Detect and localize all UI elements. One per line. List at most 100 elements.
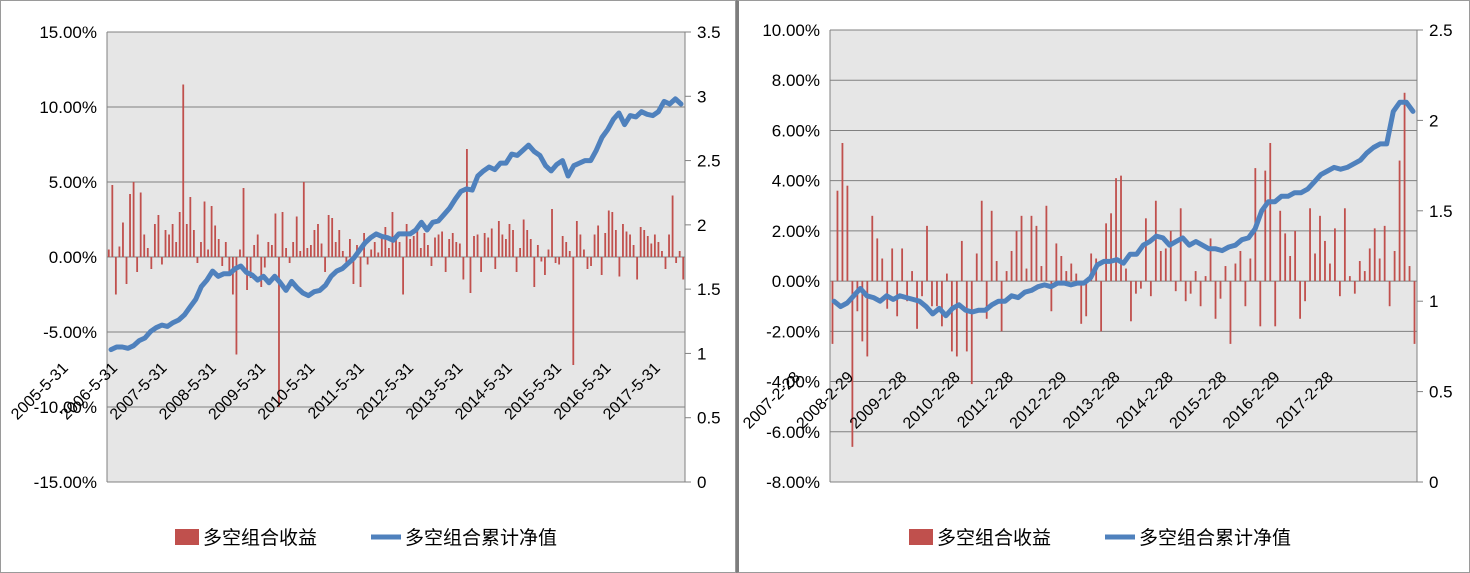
c1-bar [1274,281,1277,327]
c1-bar [901,248,904,282]
c1-bar [1075,273,1078,282]
c0-bar [593,234,596,257]
c0-bar [501,234,504,257]
c0-y-right-tick: 3.5 [697,23,721,42]
c1-bar [1219,281,1222,299]
c0-y-right-tick: 0.5 [697,409,721,428]
c0-bar [164,230,167,257]
c1-bar [975,253,978,282]
c1-y-left-tick: -6.00% [766,423,820,442]
c1-y-right-tick: 2 [1429,111,1438,130]
c0-bar [139,192,142,257]
c1-bar [1135,281,1137,294]
c0-bar [146,248,149,257]
c0-bar [618,257,621,277]
c0-bar [313,230,316,257]
c0-bar [657,242,660,257]
c1-bar [1373,228,1376,282]
c0-y-left-tick: 0.00% [49,248,97,267]
c0-bar [221,257,224,266]
c0-legend: 多空组合收益 多空组合累计净值 [175,527,557,549]
c1-line-series [831,99,1416,319]
c1-bar [1194,271,1197,282]
c1-bar [1070,263,1073,282]
c1-bar [990,210,993,282]
c0-bar [395,236,397,257]
c0-bar [288,257,291,263]
c0-bar [590,257,592,266]
c0-bar [192,230,195,257]
c1-bar [1398,160,1401,282]
c0-bar [253,245,256,257]
c0-bar [136,257,139,272]
c0-y-left-tick: 10.00% [39,98,97,117]
c1-bar [1184,281,1187,302]
c1-bar [1319,215,1321,282]
c0-bar [122,222,124,257]
c0-bar [309,245,312,257]
c0-bar [324,257,326,272]
c1-bar [1368,248,1371,282]
c0-bar [423,233,426,257]
c1-bar [881,258,884,282]
c0-bar [270,245,273,257]
c1-bar [916,281,918,329]
c0-bar [278,257,280,407]
c0-bar [643,230,646,257]
c0-bar [228,257,231,275]
c1-bar [911,271,913,282]
c1-bar [950,281,953,352]
c1-y-right-tick: 0 [1429,473,1438,492]
c0-bar [579,234,582,257]
c1-bar [851,281,854,447]
c0-y-right-tick: 2 [697,216,706,235]
c0-y-right-tick: 1.5 [697,280,721,299]
c0-legend-bar-swatch [175,529,199,545]
c0-bar [114,257,117,295]
c0-bar [480,257,483,272]
c1-bar [861,281,864,342]
c1-bar [1010,250,1013,282]
c1-bar [965,281,968,352]
c0-y-left-tick: 5.00% [49,173,97,192]
c0-y-left-tick: 15.00% [39,23,97,42]
c1-bar [1085,281,1088,317]
c1-bar [1025,268,1028,282]
c0-bar [132,182,135,257]
c0-bar [586,257,589,269]
c0-y-right-tick: 1 [697,344,706,363]
c1-bar [846,185,849,282]
c1-bar [1324,240,1326,282]
c0-bar [256,234,259,257]
c1-bar [1020,215,1023,282]
chart-left-svg: 15.00% 10.00% 5.00% 0.00% -5.00% -10.00% -15.0… [8,23,721,549]
c0-bar [157,215,160,257]
c0-bar [242,188,245,257]
c0-bar [434,237,436,257]
c1-bar [1269,143,1272,282]
c1-bar [941,281,943,327]
c1-bar [1174,281,1177,292]
c1-bar [985,281,988,319]
c0-bar [409,239,412,257]
c1-bar [1120,175,1122,282]
c1-bar [1314,253,1316,282]
c0-bar [625,231,628,257]
c0-bar [458,243,461,257]
c0-bar [536,245,539,257]
c0-bar [455,242,458,257]
c1-y-right-tick: 2.5 [1429,21,1453,40]
c1-bar [1363,271,1366,282]
c0-bar [203,201,206,257]
c1-bar [1005,271,1008,282]
c0-bar [568,251,571,257]
c1-legend-bar-swatch [909,529,933,545]
c0-bar [614,230,617,257]
c0-bar [416,227,419,257]
c0-bar [317,224,319,257]
c0-bar [384,227,387,257]
chart-right-svg: 10.00% 8.00% 6.00% 4.00% 2.00% 0.00% -2.00% -4.… [740,21,1453,549]
c1-bar [1224,266,1227,282]
c0-bar [143,234,146,257]
c0-bar [299,251,302,257]
